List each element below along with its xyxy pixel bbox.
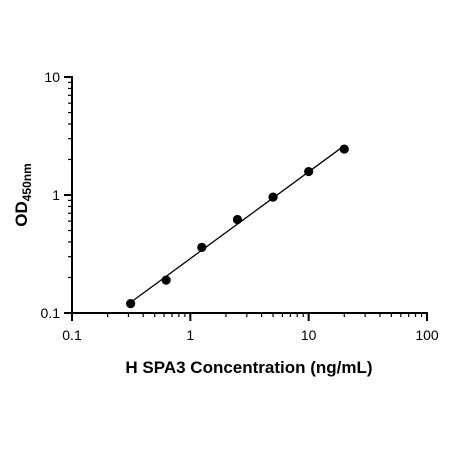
y-tick-label: 10	[44, 69, 60, 85]
y-axis-title: OD450nm	[12, 163, 34, 227]
x-tick-label: 0.1	[62, 327, 82, 343]
x-tick-label: 1	[186, 327, 194, 343]
major-ticks	[64, 76, 428, 321]
minor-ticks	[68, 81, 423, 317]
data-point	[197, 242, 207, 252]
data-points	[126, 144, 349, 309]
data-point	[304, 166, 314, 177]
data-point	[126, 299, 136, 309]
x-tick-labels: 0.1 1 10 100	[62, 327, 439, 343]
y-tick-label: 1	[52, 187, 60, 203]
data-point	[232, 214, 243, 225]
y-tick-label: 0.1	[41, 305, 61, 321]
x-axis-title: H SPA3 Concentration (ng/mL)	[125, 358, 372, 377]
data-point	[161, 275, 171, 285]
data-point	[268, 192, 278, 202]
x-tick-label: 100	[415, 327, 439, 343]
x-tick-label: 10	[301, 327, 317, 343]
y-axis-title-sub: 450nm	[20, 163, 34, 201]
data-point	[339, 144, 349, 154]
y-tick-labels: 0.1 1 10	[41, 69, 61, 321]
y-axis-title-main: OD	[12, 201, 31, 227]
